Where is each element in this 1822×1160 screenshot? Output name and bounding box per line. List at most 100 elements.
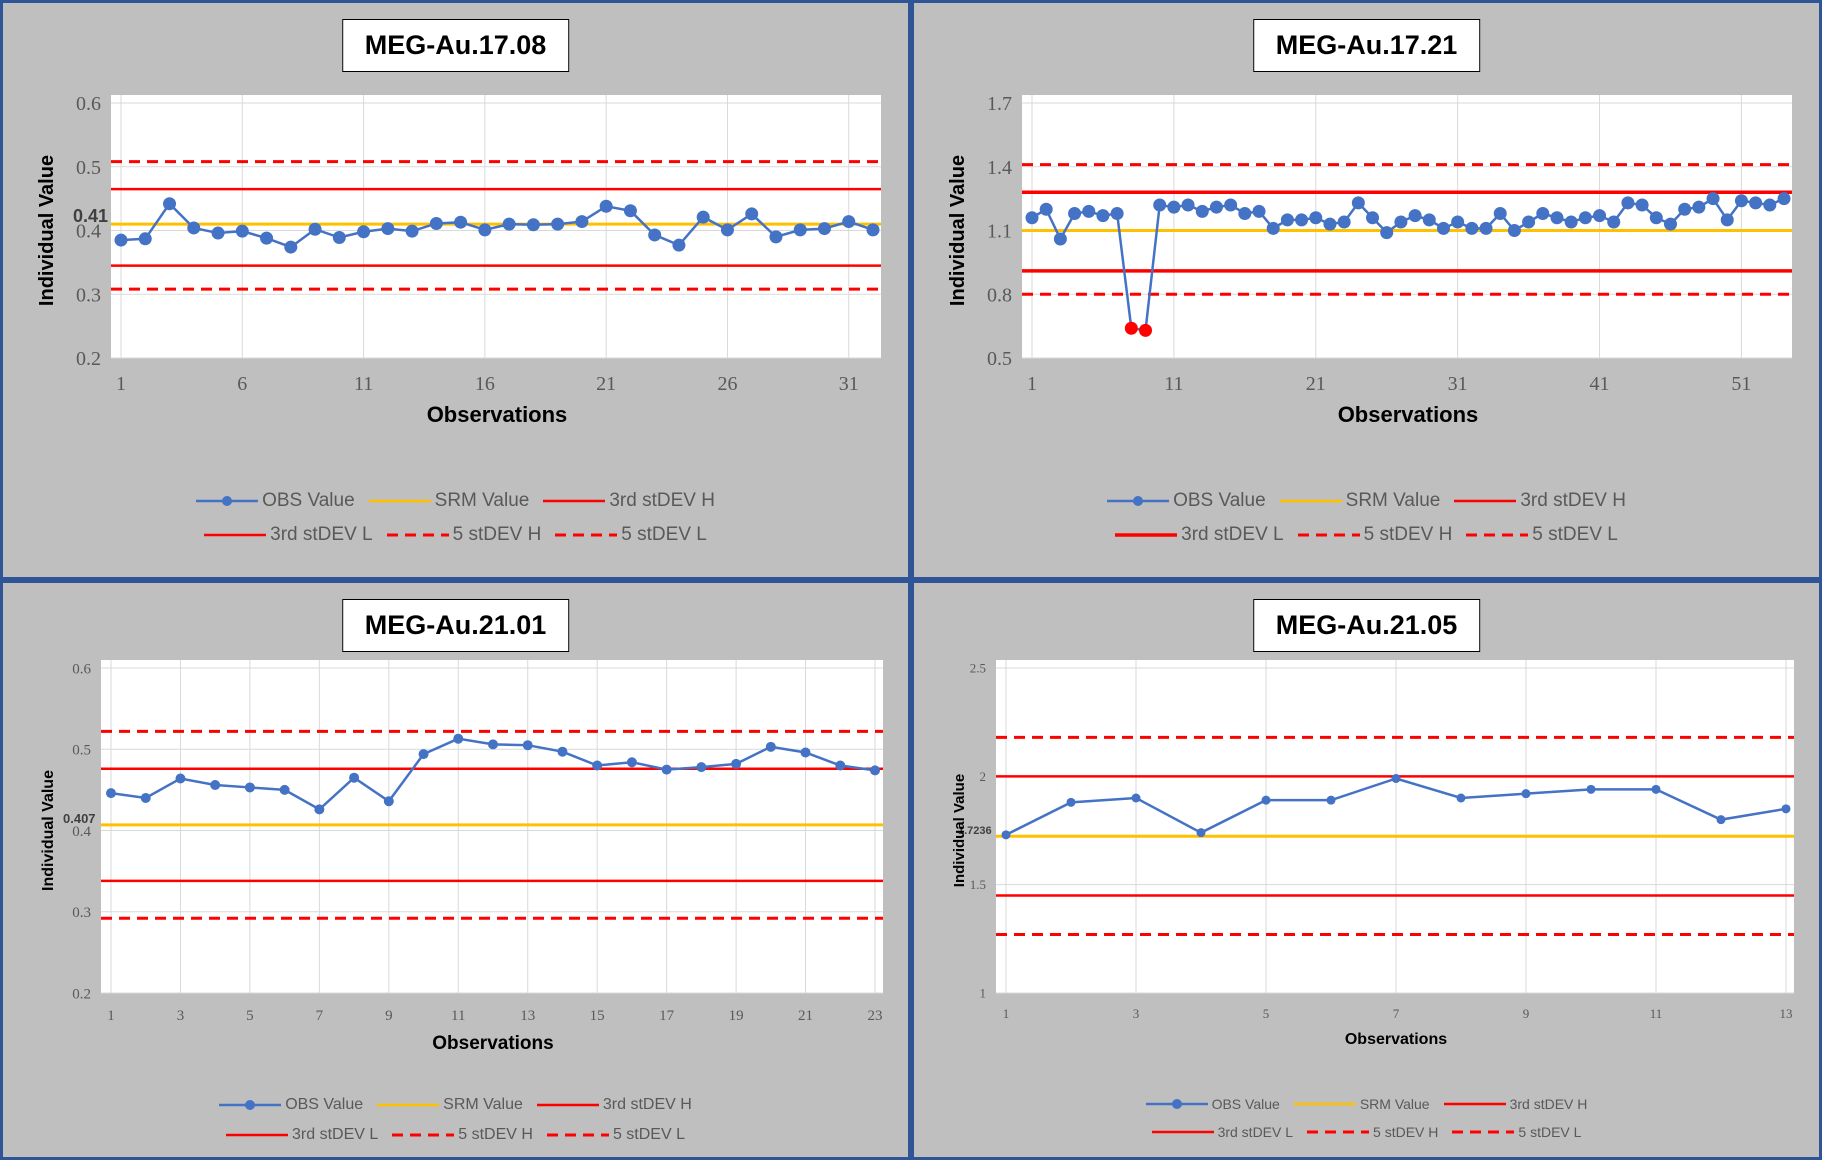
legend-item: OBS Value: [1145, 1096, 1280, 1112]
obs-point: [106, 788, 116, 799]
y-axis-title: Individual Value: [951, 774, 968, 887]
obs-point: [1607, 215, 1621, 229]
obs-legend-swatch: [219, 1100, 282, 1110]
obs-point: [696, 210, 710, 224]
sd3l-legend-swatch: [226, 1133, 288, 1137]
obs-point: [1039, 202, 1053, 216]
x-tick-label: 1: [1003, 1006, 1010, 1021]
obs-point: [1586, 784, 1596, 794]
legend-row: 3rd stDEV L 5 stDEV H 5 stDEV L: [226, 1126, 685, 1144]
legend-marker: [1133, 496, 1144, 506]
legend-row: 3rd stDEV L 5 stDEV H 5 stDEV L: [1151, 1124, 1581, 1140]
y-tick-label: 0.5: [76, 157, 101, 179]
obs-point: [1351, 196, 1365, 210]
sd5l-legend-swatch: [1452, 1130, 1515, 1134]
legend-label: OBS Value: [262, 490, 355, 511]
sd5h-legend-swatch: [1297, 533, 1360, 537]
legend-label: SRM Value: [1345, 490, 1441, 511]
sd3l-legend-swatch: [1151, 1130, 1214, 1134]
plot-area: [1022, 95, 1792, 358]
obs-point: [1082, 204, 1096, 218]
obs-point: [745, 207, 759, 221]
obs-point: [1309, 211, 1323, 225]
obs-point: [1238, 207, 1252, 220]
x-tick-label: 21: [596, 373, 616, 395]
chart-legend: OBS Value SRM Value 3rd stDEV H 3rd stDEV L…: [914, 490, 1819, 546]
x-tick-label: 21: [1306, 373, 1326, 395]
obs-point: [454, 215, 468, 229]
obs-point: [1564, 215, 1578, 229]
legend-label: SRM Value: [434, 490, 530, 511]
x-tick-label: 23: [868, 1008, 883, 1024]
legend-item: 5 stDEV L: [555, 524, 707, 546]
obs-point: [175, 773, 186, 784]
x-tick-label: 11: [1650, 1006, 1663, 1021]
legend-item: SRM Value: [1293, 1096, 1430, 1112]
obs-point: [1593, 209, 1607, 223]
chart-panel: 0.2 0.3 0.4 0.5 0.6 1 3 5 7 9 11 13 15 17 19 21 23 0.407 O…: [0, 580, 911, 1160]
obs-point: [1720, 213, 1734, 227]
obs-point: [1550, 211, 1564, 225]
obs-point: [793, 223, 807, 237]
chart-legend: OBS Value SRM Value 3rd stDEV H 3rd stDEV L…: [3, 490, 908, 546]
chart-title: MEG-Au.21.05: [1252, 599, 1481, 652]
y-tick-label: 1: [980, 986, 987, 1001]
x-tick-label: 41: [1590, 373, 1610, 395]
y-tick-label: 0.6: [72, 661, 91, 677]
srm-legend-swatch: [377, 1103, 440, 1107]
chart-svg: 0.50.81.11.41.71 11 21 31 41 51ObservationsIn…: [947, 93, 1792, 427]
obs-point: [314, 804, 325, 815]
y-tick-label: 0.5: [987, 348, 1012, 370]
x-tick-label: 19: [729, 1008, 744, 1024]
obs-point: [1066, 797, 1076, 807]
sd3l-legend-swatch: [1115, 533, 1178, 537]
legend-label: 3rd stDEV H: [1509, 1096, 1588, 1112]
legend-item: 5 stDEV H: [1307, 1124, 1438, 1140]
y-axis-title: Individual Value: [40, 770, 57, 891]
obs-point: [1649, 211, 1663, 225]
obs-point: [1678, 202, 1692, 216]
legend-item: 3rd stDEV H: [536, 1096, 692, 1114]
x-tick-label: 26: [717, 373, 737, 395]
obs-point: [1196, 828, 1206, 838]
legend-item: 3rd stDEV L: [226, 1126, 378, 1144]
x-tick-label: 1: [1027, 373, 1037, 395]
obs-point: [817, 222, 831, 236]
legend-label: 3rd stDEV L: [270, 524, 373, 545]
obs-point: [1451, 215, 1465, 229]
legend-item: SRM Value: [368, 490, 530, 512]
plot-area: [101, 660, 883, 993]
srm-legend-swatch: [1293, 1102, 1356, 1106]
legend-item: OBS Value: [196, 490, 355, 512]
x-tick-label: 1: [116, 373, 126, 395]
legend-label: 3rd stDEV L: [1181, 524, 1284, 545]
chart-title: MEG-Au.17.21: [1252, 19, 1481, 72]
legend-marker: [245, 1100, 256, 1110]
legend-label: OBS Value: [1211, 1096, 1280, 1112]
obs-point: [332, 231, 346, 245]
obs-point: [381, 222, 395, 236]
obs-point: [140, 793, 151, 803]
obs-point: [279, 784, 290, 795]
obs-point: [405, 224, 419, 238]
x-axis-title: Observations: [432, 1033, 553, 1054]
obs-point: [720, 223, 734, 237]
obs-point: [672, 238, 686, 252]
obs-point: [1025, 211, 1039, 225]
obs-point: [1326, 795, 1336, 805]
obs-point: [1536, 207, 1550, 220]
obs-point: [1521, 789, 1531, 799]
y-axis-title: Individual Value: [36, 155, 58, 306]
chart-svg: 11.522.51 3 5 7 9 11 131.7236ObservationsIndiv…: [951, 660, 1794, 1048]
y-tick-label: 0.2: [76, 348, 101, 370]
obs-point: [592, 760, 603, 771]
x-tick-label: 7: [316, 1008, 324, 1024]
obs-point: [1380, 226, 1394, 240]
x-tick-label: 11: [1164, 373, 1183, 395]
sd5h-legend-swatch: [1307, 1130, 1370, 1134]
obs-point: [383, 796, 394, 807]
obs-legend-swatch: [1145, 1099, 1208, 1109]
y-tick-label: 2.5: [970, 661, 986, 676]
x-axis-title: Observations: [427, 402, 568, 427]
